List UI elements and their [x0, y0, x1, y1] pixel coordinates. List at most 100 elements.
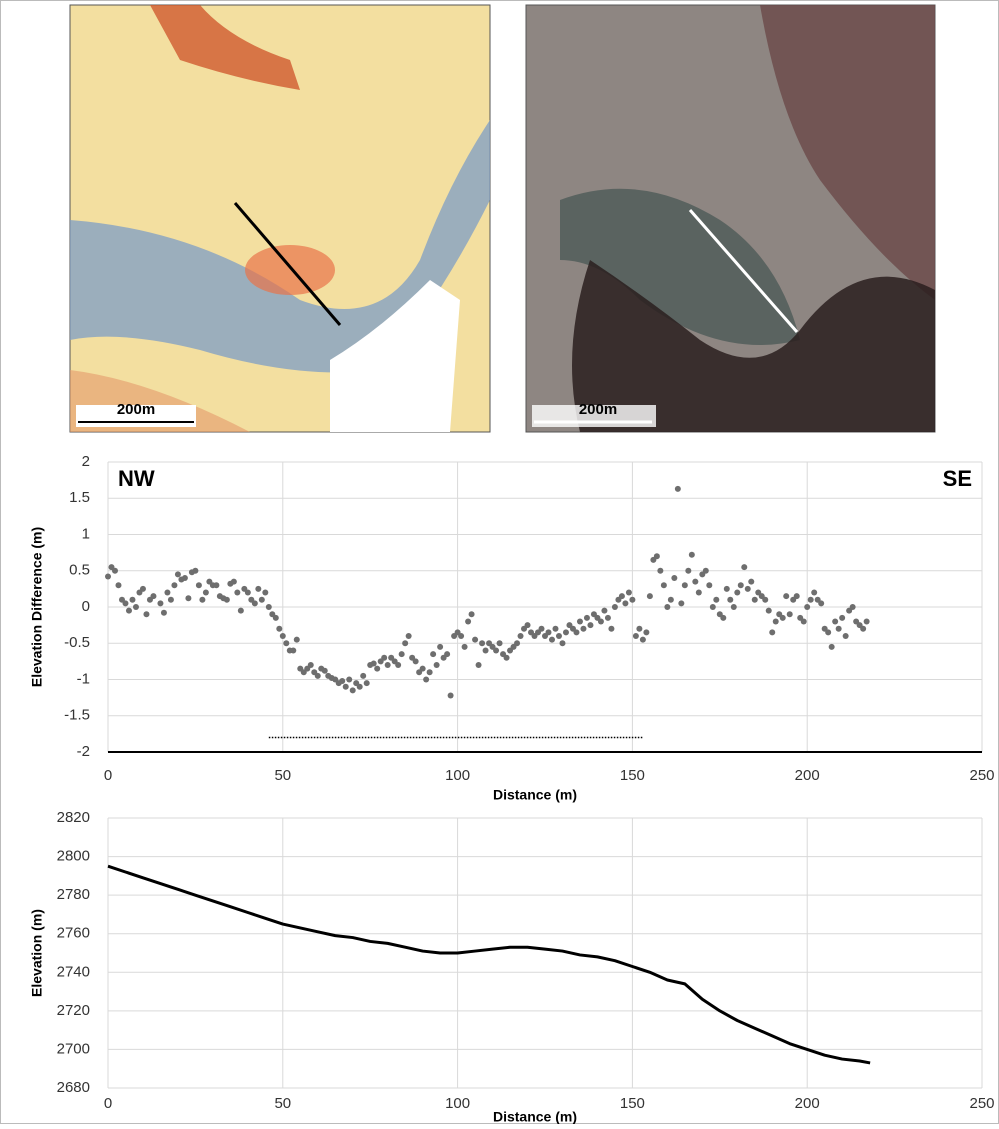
point: [688, 551, 695, 558]
point: [681, 582, 688, 589]
point: [643, 629, 650, 636]
annotation: SE: [943, 466, 972, 491]
y-tick-label: 2720: [57, 1002, 90, 1019]
point: [213, 582, 220, 589]
point: [608, 625, 615, 632]
point: [709, 604, 716, 610]
x-tick-label: 200: [795, 1095, 820, 1112]
point: [762, 596, 769, 603]
point: [447, 692, 454, 699]
point: [863, 618, 870, 625]
point: [860, 625, 867, 632]
point: [622, 600, 629, 607]
point: [660, 582, 667, 589]
point: [632, 633, 639, 639]
point: [171, 582, 178, 589]
point: [132, 604, 139, 610]
point: [825, 629, 832, 636]
point: [472, 636, 479, 643]
y-tick-label: 1: [82, 525, 90, 542]
x-tick-label: 150: [620, 767, 645, 784]
point: [667, 596, 674, 603]
point: [524, 622, 531, 629]
point: [493, 647, 500, 654]
point: [744, 585, 751, 592]
x-axis-label: Distance (m): [493, 787, 577, 803]
y-tick-label: 0.5: [69, 562, 90, 579]
scale-label: 200m: [579, 401, 617, 418]
point: [150, 593, 157, 600]
point: [234, 589, 241, 596]
point: [842, 633, 849, 639]
point: [276, 625, 283, 632]
point: [360, 672, 367, 679]
y-axis-label: Elevation (m): [29, 909, 45, 997]
point: [496, 640, 503, 647]
point: [202, 589, 209, 596]
point: [629, 596, 636, 603]
point: [723, 585, 730, 592]
point: [807, 596, 814, 603]
x-tick-label: 150: [620, 1095, 645, 1112]
point: [339, 677, 346, 684]
point: [573, 629, 580, 636]
y-tick-label: 1.5: [69, 489, 90, 506]
point: [122, 600, 129, 607]
point: [559, 640, 566, 647]
point: [727, 596, 734, 603]
point: [244, 589, 251, 596]
point: [713, 596, 720, 603]
y-tick-label: 2780: [57, 886, 90, 903]
point: [279, 633, 286, 639]
y-tick-label: 2760: [57, 925, 90, 942]
point: [611, 604, 618, 610]
point: [730, 604, 737, 610]
point: [321, 667, 328, 674]
point: [562, 629, 569, 636]
point: [160, 609, 167, 616]
point: [342, 683, 349, 690]
point: [349, 687, 356, 694]
point: [174, 571, 181, 578]
y-tick-label: 2680: [57, 1079, 90, 1096]
point: [237, 607, 244, 614]
scale-label: 200m: [117, 401, 155, 418]
point: [779, 614, 786, 621]
point: [419, 665, 426, 672]
point: [664, 604, 671, 610]
point: [625, 589, 632, 596]
point: [384, 662, 391, 668]
point: [657, 567, 664, 574]
point: [426, 669, 433, 676]
point: [548, 636, 555, 643]
point: [143, 611, 150, 618]
y-tick-label: 2: [82, 453, 90, 470]
y-tick-label: 2740: [57, 963, 90, 980]
point: [741, 564, 748, 571]
point: [307, 662, 314, 668]
point: [402, 640, 409, 647]
point: [786, 611, 793, 618]
point: [538, 625, 545, 632]
point: [695, 589, 702, 596]
point: [356, 683, 363, 690]
point: [748, 578, 755, 585]
point: [639, 636, 646, 643]
point: [444, 651, 451, 658]
point: [604, 614, 611, 621]
x-tick-label: 250: [969, 767, 994, 784]
y-tick-label: 2700: [57, 1040, 90, 1057]
point: [433, 662, 440, 668]
difference-map: 200m: [69, 4, 491, 433]
point: [503, 654, 510, 661]
y-tick-label: 2820: [57, 809, 90, 826]
point: [185, 595, 192, 602]
point: [195, 582, 202, 589]
point: [706, 582, 713, 589]
point: [583, 614, 590, 621]
point: [587, 622, 594, 629]
point: [555, 633, 562, 639]
point: [111, 567, 118, 574]
point: [465, 618, 472, 625]
line: [107, 864, 871, 1065]
